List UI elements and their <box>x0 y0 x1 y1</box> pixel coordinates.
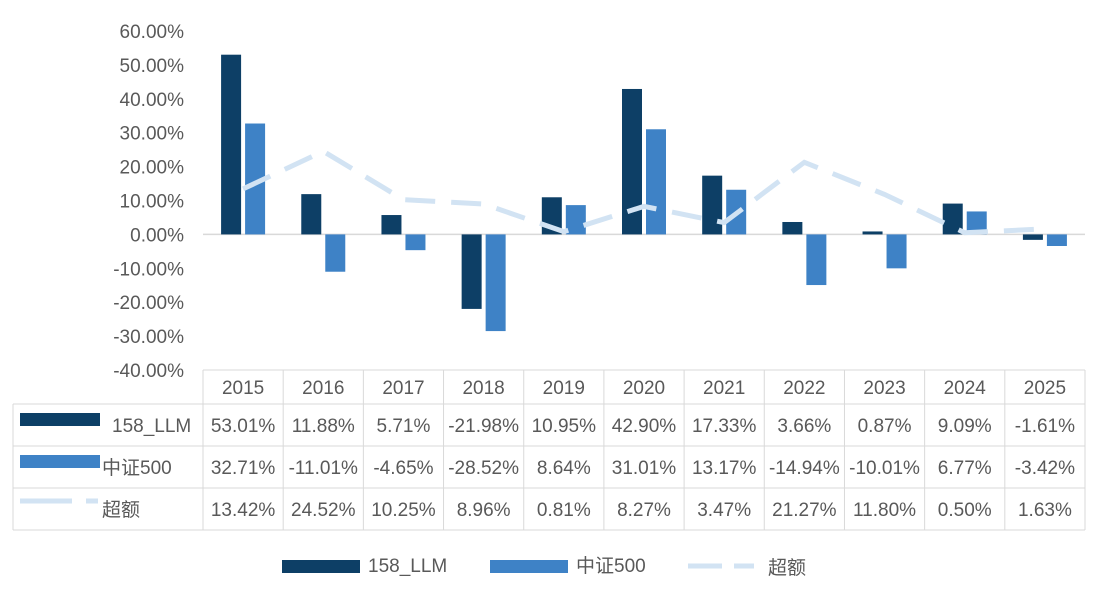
data-label: 31.01% <box>612 458 677 479</box>
data-label: 42.90% <box>612 416 677 437</box>
data-table: 2015 2016 2017 2018 2019 2020 2021 2022 2023 2024… <box>20 378 1075 521</box>
bar <box>485 234 506 332</box>
bar <box>565 205 586 235</box>
line-point <box>403 199 404 200</box>
bar <box>622 88 642 235</box>
line-point <box>483 204 484 205</box>
data-label: 11.80% <box>853 500 916 521</box>
bar <box>221 54 242 235</box>
bar <box>301 194 322 235</box>
data-label: 3.47% <box>697 500 751 521</box>
legend-key <box>282 560 360 573</box>
data-label: 32.71% <box>211 458 276 479</box>
y-tick-label: 0.00% <box>130 225 184 246</box>
y-tick-label: 50.00% <box>120 56 185 77</box>
data-label: 0.81% <box>537 500 591 521</box>
x-tick-label: 2017 <box>382 378 424 399</box>
series-line-excess <box>242 148 1046 236</box>
bar <box>806 234 827 286</box>
legend-label: 158_LLM <box>368 556 447 577</box>
y-tick-label: 20.00% <box>120 158 185 179</box>
x-tick-label: 2015 <box>222 378 264 399</box>
data-label: 13.42% <box>211 500 276 521</box>
x-tick-label: 2021 <box>703 378 745 399</box>
bar <box>245 123 266 235</box>
legend: 158_LLM 中证500 超额 <box>282 555 806 579</box>
legend-key <box>490 560 568 573</box>
legend-label: 中证500 <box>576 555 646 577</box>
data-label: -4.65% <box>373 458 433 479</box>
excess-line <box>242 148 1046 236</box>
x-tick-label: 2023 <box>863 378 905 399</box>
data-label: 8.64% <box>537 458 591 479</box>
data-label: -21.98% <box>448 416 519 437</box>
x-tick-label: 2024 <box>944 378 987 399</box>
data-label: 3.66% <box>777 416 831 437</box>
data-label: 5.71% <box>377 416 431 437</box>
row-series-name: 超额 <box>102 499 140 521</box>
bar <box>1046 234 1067 246</box>
data-label: 0.87% <box>858 416 912 437</box>
data-label: -28.52% <box>448 458 519 479</box>
bar <box>966 211 987 235</box>
data-label: 6.77% <box>938 458 992 479</box>
bar <box>461 234 482 309</box>
data-label: 53.01% <box>211 416 276 437</box>
data-label: -14.94% <box>769 458 840 479</box>
x-tick-label: 2025 <box>1024 378 1066 399</box>
data-label: 9.09% <box>938 416 992 437</box>
line-point <box>323 151 324 152</box>
data-label: -3.42% <box>1015 458 1075 479</box>
data-label: -10.01% <box>849 458 920 479</box>
data-label: 17.33% <box>692 416 757 437</box>
y-tick-label: 40.00% <box>120 90 185 111</box>
bar <box>886 234 907 269</box>
bar <box>646 129 666 235</box>
x-tick-label: 2022 <box>783 378 825 399</box>
x-tick-label: 2019 <box>543 378 585 399</box>
row-key <box>20 413 100 426</box>
row-key <box>20 455 100 468</box>
data-label: 10.95% <box>532 416 597 437</box>
bar <box>702 175 723 235</box>
bars <box>221 54 1067 332</box>
bar <box>405 234 426 251</box>
bar <box>325 234 346 272</box>
x-tick-label: 2018 <box>462 378 504 399</box>
data-label: 24.52% <box>291 500 356 521</box>
legend-label: 超额 <box>768 557 806 579</box>
line-point <box>1044 228 1045 229</box>
data-label: 11.88% <box>292 416 355 437</box>
y-tick-label: 60.00% <box>120 22 185 43</box>
data-label: 0.50% <box>938 500 992 521</box>
data-label: 1.63% <box>1018 500 1072 521</box>
row-series-name: 158_LLM <box>112 416 191 437</box>
bar <box>862 231 883 235</box>
x-tick-label: 2016 <box>302 378 344 399</box>
row-series-name: 中证500 <box>102 457 172 479</box>
data-label: 21.27% <box>772 500 837 521</box>
y-tick-label: -40.00% <box>113 361 184 382</box>
y-tick-label: 10.00% <box>120 192 185 213</box>
data-label: -1.61% <box>1015 416 1075 437</box>
data-label: -11.01% <box>289 458 358 479</box>
bar <box>1022 234 1043 240</box>
y-tick-label: -30.00% <box>113 327 184 348</box>
data-label: 10.25% <box>371 500 436 521</box>
bar <box>381 215 402 235</box>
bar <box>782 221 803 235</box>
data-label: 8.96% <box>457 500 511 521</box>
y-tick-label: -10.00% <box>113 259 184 280</box>
y-tick-label: 30.00% <box>120 124 185 145</box>
table-grid <box>12 233 1086 531</box>
x-tick-label: 2020 <box>623 378 665 399</box>
y-tick-label: -20.00% <box>113 293 184 314</box>
data-label: 13.17% <box>692 458 757 479</box>
data-label: 8.27% <box>617 500 671 521</box>
bar <box>942 203 963 235</box>
y-axis: 60.00% 50.00% 40.00% 30.00% 20.00% 10.00% 0.00… <box>113 22 184 382</box>
